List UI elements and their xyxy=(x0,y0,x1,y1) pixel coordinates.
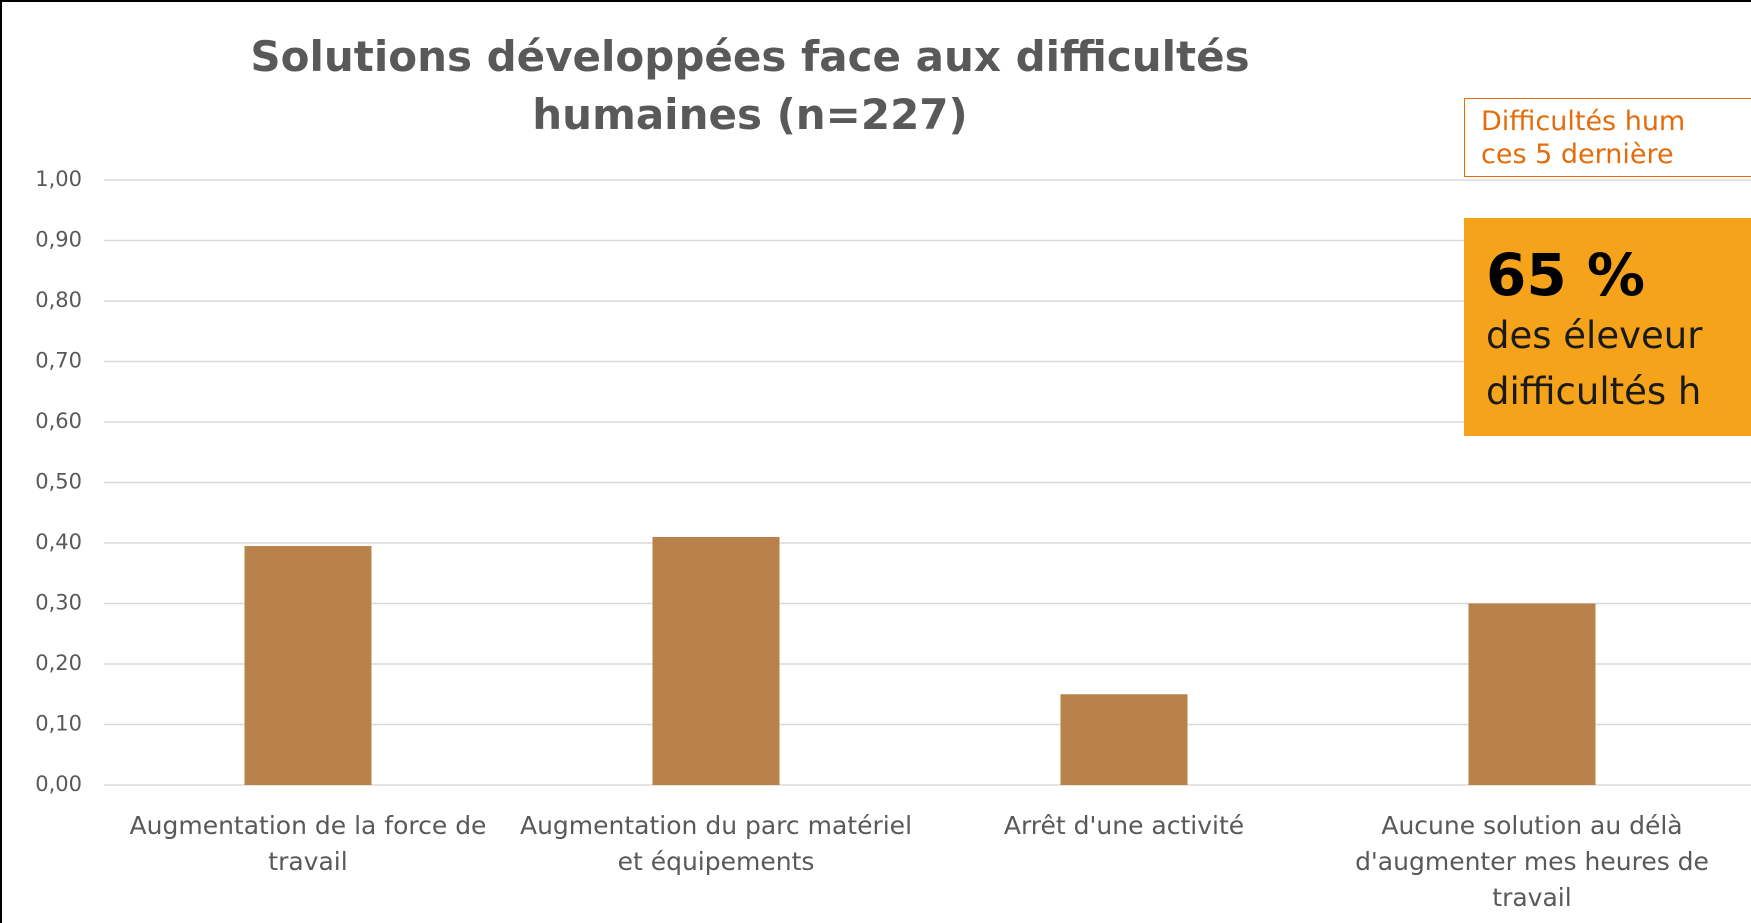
bar xyxy=(244,546,372,785)
x-tick-label: Augmentation de la force de travail xyxy=(129,811,487,876)
highlight-box: 65 % des éleveur difficultés h xyxy=(1464,218,1751,436)
highlight-number: 65 % xyxy=(1486,241,1646,309)
y-tick-label: 0,00 xyxy=(35,772,82,796)
highlight-text: difficultés h xyxy=(1486,370,1702,413)
bar xyxy=(652,536,780,785)
highlight-text: des éleveur xyxy=(1486,314,1703,357)
y-tick-label: 0,80 xyxy=(35,288,82,312)
chart-title: Solutions développées face aux difficult… xyxy=(250,32,1250,81)
y-tick-label: 1,00 xyxy=(35,167,82,191)
bar xyxy=(1060,694,1188,785)
x-tick-label: Aucune solution au délà d'augmenter mes … xyxy=(1355,811,1709,912)
bar xyxy=(1468,603,1596,785)
y-tick-label: 0,70 xyxy=(35,349,82,373)
annotation-text: ces 5 dernière xyxy=(1481,139,1674,170)
annotation-box: Difficultés hum ces 5 dernière xyxy=(1464,98,1751,177)
y-tick-label: 0,90 xyxy=(35,228,82,252)
x-tick-label: Arrêt d'une activité xyxy=(1003,811,1245,840)
x-tick-label: Augmentation du parc matériel et équipem… xyxy=(519,811,913,876)
chart-title: humaines (n=227) xyxy=(532,90,968,139)
y-tick-label: 0,60 xyxy=(35,409,82,433)
y-tick-label: 0,50 xyxy=(35,470,82,494)
y-tick-label: 0,10 xyxy=(35,712,82,736)
y-tick-label: 0,30 xyxy=(35,591,82,615)
annotation-text: Difficultés hum xyxy=(1481,106,1686,137)
y-tick-label: 0,40 xyxy=(35,530,82,554)
y-tick-label: 0,20 xyxy=(35,651,82,675)
